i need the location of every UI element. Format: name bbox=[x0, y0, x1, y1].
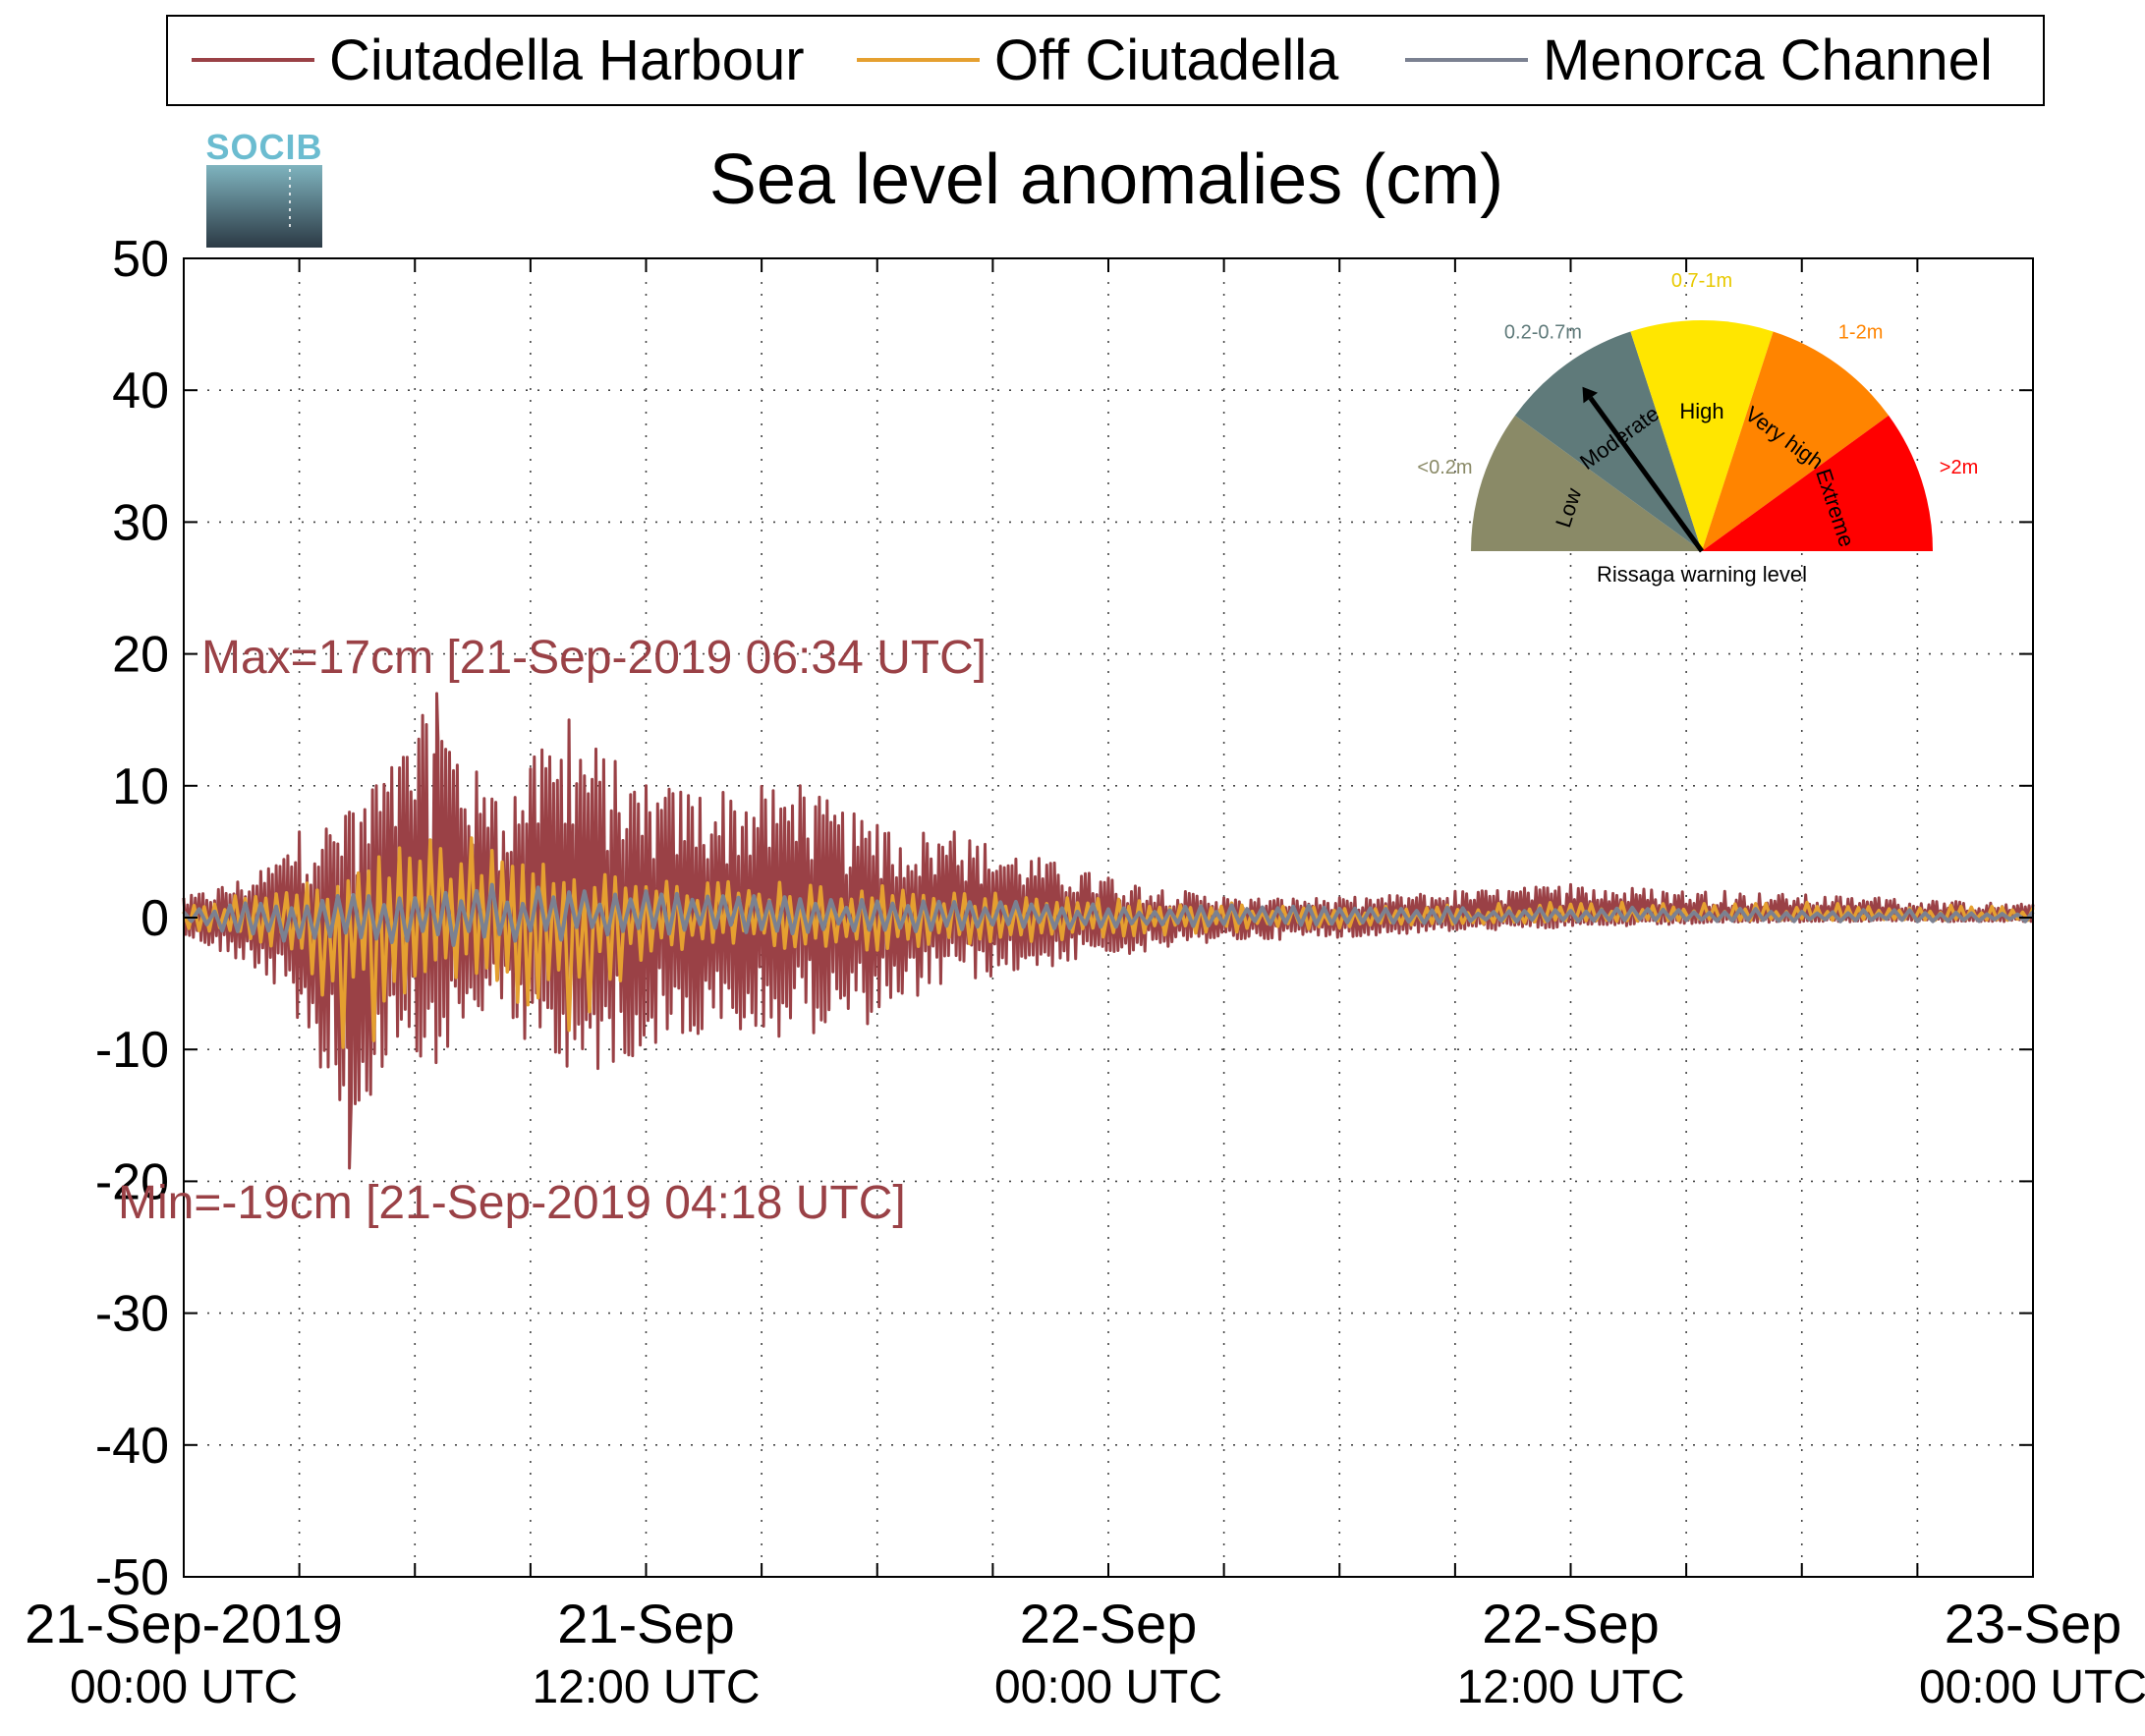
series-lines bbox=[182, 692, 2035, 1170]
y-tick-label: 0 bbox=[141, 890, 169, 947]
x-tick-label-date: 21-Sep-2019 bbox=[25, 1593, 343, 1654]
x-tick-label-time: 12:00 UTC bbox=[532, 1661, 760, 1713]
series-line-ciutadella-harbour bbox=[182, 692, 2035, 1170]
y-tick-label: 20 bbox=[112, 627, 169, 684]
legend-entry: Ciutadella Harbour bbox=[329, 28, 805, 92]
gauge-needle bbox=[1588, 396, 1705, 553]
x-tick-label-time: 00:00 UTC bbox=[70, 1661, 298, 1713]
annotations: Max=17cm [21-Sep-2019 06:34 UTC] Min=-19c… bbox=[118, 632, 987, 1229]
gauge-range-label: 1-2m bbox=[1838, 322, 1884, 344]
legend: Ciutadella Harbour Off Ciutadella Menorca … bbox=[166, 15, 2045, 106]
x-tick-label-date: 22-Sep bbox=[1020, 1593, 1198, 1654]
min-annotation: Min=-19cm [21-Sep-2019 04:18 UTC] bbox=[118, 1177, 906, 1229]
x-tick-label-time: 12:00 UTC bbox=[1456, 1661, 1684, 1713]
x-tick-label-time: 00:00 UTC bbox=[994, 1661, 1222, 1713]
socib-logo-text: SOCIB bbox=[205, 127, 322, 167]
y-axis-tick-labels: 50 40 30 20 10 0 -10 -20 -30 -40 -50 bbox=[95, 231, 169, 1606]
legend-entry: Menorca Channel bbox=[1543, 28, 1993, 92]
gauge-sector-low bbox=[1471, 415, 1702, 551]
y-tick-label: 10 bbox=[112, 758, 169, 815]
series-line-menorca-channel bbox=[182, 882, 2035, 947]
chart-title: Sea level anomalies (cm) bbox=[709, 140, 1503, 219]
x-tick-label-date: 23-Sep bbox=[1945, 1593, 2122, 1654]
max-annotation: Max=17cm [21-Sep-2019 06:34 UTC] bbox=[201, 632, 987, 684]
gauge-range-label: 0.2-0.7m bbox=[1504, 322, 1582, 344]
gauge-sector-high bbox=[1630, 320, 1774, 551]
legend-box bbox=[166, 15, 2045, 106]
legend-entry: Off Ciutadella bbox=[994, 28, 1339, 92]
y-tick-label: -40 bbox=[95, 1418, 169, 1475]
gauge-needle-arrowhead bbox=[1582, 386, 1598, 404]
y-tick-label: -30 bbox=[95, 1286, 169, 1343]
gauge-range-label: 0.7-1m bbox=[1671, 270, 1732, 292]
gauge-sector-moderate bbox=[1514, 331, 1702, 551]
socib-logo: SOCIB bbox=[205, 127, 322, 248]
y-tick-label: -10 bbox=[95, 1022, 169, 1079]
y-tick-label: 30 bbox=[112, 494, 169, 551]
axis-ticks bbox=[183, 257, 2034, 1578]
y-tick-label: 50 bbox=[112, 231, 169, 288]
gauge-range-label: <0.2m bbox=[1417, 457, 1472, 478]
x-tick-label-date: 22-Sep bbox=[1482, 1593, 1660, 1654]
gauge-range-label: >2m bbox=[1940, 457, 1978, 478]
gauge-title: Rissaga warning level bbox=[1597, 562, 1807, 587]
gauge-sector-extreme bbox=[1702, 415, 1933, 551]
x-axis-tick-labels: 21-Sep-2019 00:00 UTC 21-Sep 12:00 UTC 22-Se… bbox=[25, 1593, 2145, 1713]
gauge-sector-label: High bbox=[1679, 399, 1723, 423]
y-tick-label: -20 bbox=[95, 1153, 169, 1210]
gauge-sector-very-high bbox=[1702, 331, 1890, 551]
y-tick-label: -50 bbox=[95, 1549, 169, 1606]
x-tick-label-time: 00:00 UTC bbox=[1919, 1661, 2145, 1713]
x-tick-label-date: 21-Sep bbox=[557, 1593, 735, 1654]
y-tick-label: 40 bbox=[112, 363, 169, 420]
